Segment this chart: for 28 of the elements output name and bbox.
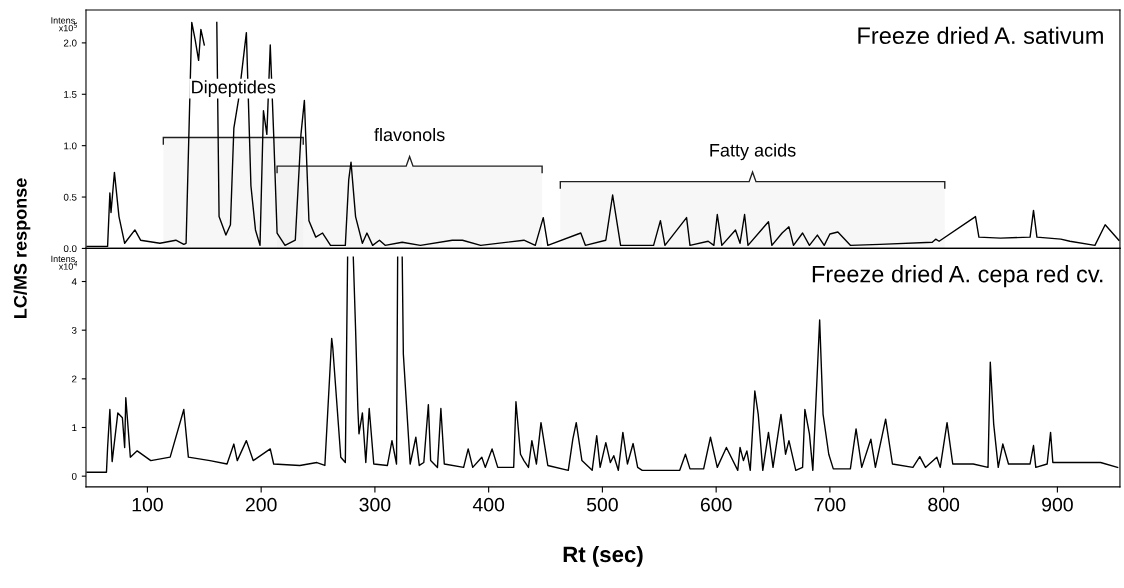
y-tick-label: 0.0	[63, 245, 77, 253]
band-label: flavonols	[374, 127, 445, 142]
y-tick-label: 2	[72, 375, 77, 383]
y-tick-label: 2.0	[63, 39, 77, 47]
x-tick-label: 200	[245, 497, 277, 512]
y-tick-label: 1.5	[64, 91, 77, 98]
text: Freeze dried A. sativum	[858, 26, 1103, 45]
x-tick-label: 100	[132, 497, 163, 512]
x-axis-title: Rt (sec)	[563, 545, 643, 567]
text: Intens. x10$^{4}$	[51, 255, 78, 270]
x-tick-label: 900	[1042, 497, 1073, 512]
x-tick-label: 600	[700, 497, 732, 512]
y-tick-label: 0	[71, 472, 77, 480]
band-label: Dipeptides	[192, 80, 276, 98]
band-label: Fatty acids	[710, 143, 796, 161]
x-tick-label: 700	[814, 497, 846, 512]
x-tick-label: 300	[359, 497, 391, 512]
y-tick-label: 4	[71, 278, 77, 286]
x-tick-label: 400	[472, 497, 505, 512]
y-tick-label: 1.0	[64, 142, 77, 150]
x-tick-label: 500	[586, 497, 618, 512]
y-tick-label: 1	[72, 424, 77, 432]
x-tick-label: 800	[928, 497, 960, 512]
text: Freeze dried A. cepa red cv.	[812, 265, 1103, 288]
y-tick-label: 0.5	[63, 193, 77, 201]
y-axis-title: LC/MS response	[13, 178, 31, 318]
y-tick-label: 3	[71, 326, 77, 334]
text: Intens. x10$^{5}$	[51, 17, 77, 32]
